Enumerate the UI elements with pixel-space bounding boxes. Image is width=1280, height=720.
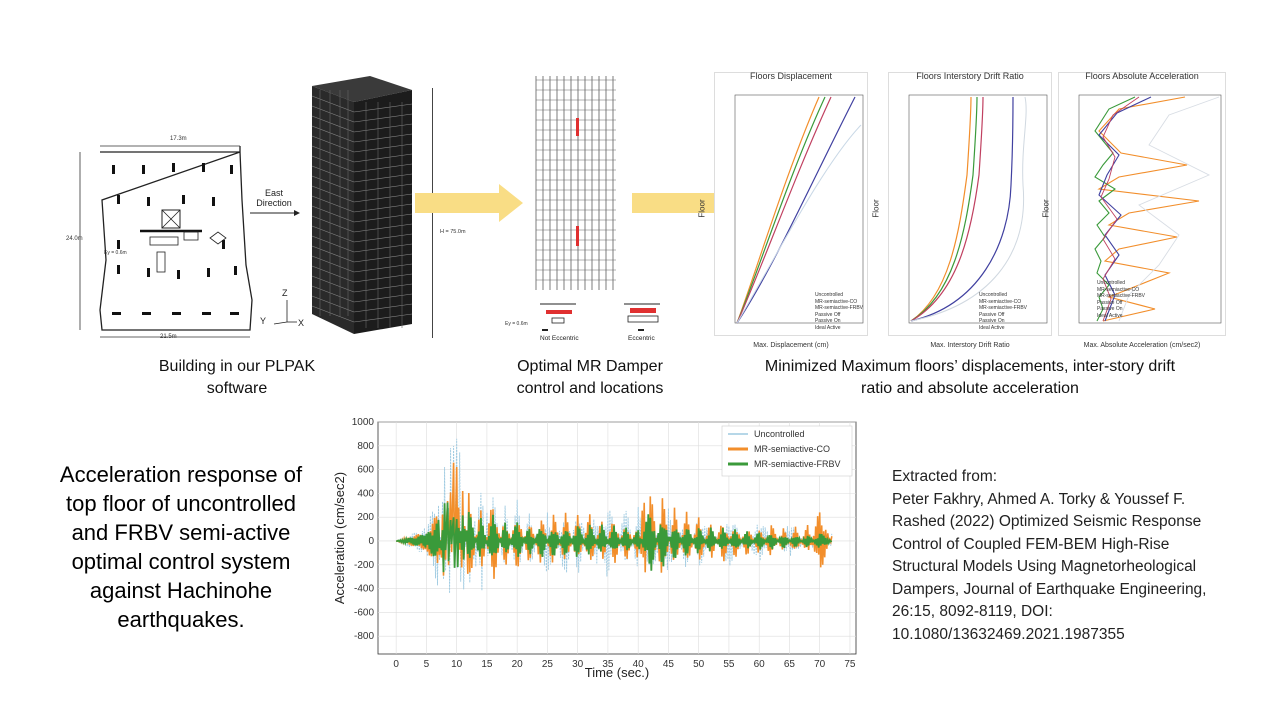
y-tick-label: 0 [368,536,374,547]
mini-chart-title: Floors Absolute Acceleration [1085,71,1199,81]
y-tick-label: -600 [354,607,374,618]
chart-legend: Uncontrolled MR-semiactive-CO MR-semiact… [721,425,853,477]
citation-line: Dampers, Journal of Earthquake Engineeri… [892,580,1207,598]
y-tick-label: -400 [354,584,374,595]
plan-top-dimension: 17.3m [170,136,187,142]
y-tick-label: 1000 [352,417,375,428]
not-eccentric-label: Not Eccentric [540,335,579,342]
series-line-mr-semiactive-frbv [396,502,833,573]
series-line-mr-semiactive-co [396,462,833,579]
x-tick-label: 30 [572,659,584,670]
mini-chart-xlabel: Max. Absolute Acceleration (cm/sec2) [1083,342,1201,349]
displacement-plot [734,94,864,324]
chart-xlabel: Time (sec.) [585,665,650,680]
y-tick-label: -200 [354,560,374,571]
axis-z-label: Z [282,288,288,298]
mini-chart-ylabel: Floor [1041,199,1051,218]
eccentric-label: Eccentric [628,335,655,342]
x-tick-label: 0 [393,659,399,670]
plan-eccentricity-label: Ey = 0.6m [104,250,127,256]
x-tick-label: 55 [723,659,735,670]
x-tick-label: 20 [512,659,524,670]
tower-height-label: H = 75.0m [440,229,466,235]
mini-chart-displacement: Floors Displacement Floor Max. Displacem… [698,71,868,349]
citation-line: 10.1080/13632469.2021.1987355 [892,625,1125,643]
mini-chart-ylabel: Floor [871,199,881,218]
mini-chart-drift: Floors Interstory Drift Ratio Floor Max.… [872,71,1052,349]
plan-left-dimension: 24.0m [66,236,83,242]
x-tick-label: 40 [633,659,645,670]
x-tick-label: 70 [814,659,826,670]
damper-detail-eccentric [624,303,660,331]
building-plan-drawing [79,145,300,338]
x-tick-label: 65 [784,659,796,670]
mini-chart-title: Floors Interstory Drift Ratio [916,71,1024,81]
acceleration-plot [1078,94,1222,324]
mini-chart-legend: Uncontrolled MR-semiactive-CO MR-semiactiv… [1096,280,1145,319]
arrow-right-icon [415,184,523,222]
acceleration-time-history-chart: 0 5 10 15 20 25 30 35 40 45 50 55 60 65 70 75 1000 800 600… [332,417,857,680]
damper-frame-drawing [535,76,616,290]
chart-ylabel: Acceleration (cm/sec2) [332,472,347,604]
x-tick-label: 10 [451,659,463,670]
caption-building: Building in our PLPAK software [158,358,316,397]
citation-block: Extracted from: Peter Fakhry, Ahmed A. T… [892,466,1252,646]
mini-chart-title: Floors Displacement [749,71,833,81]
mini-chart-ylabel: Floor [697,199,707,218]
y-tick-label: 200 [357,512,374,523]
x-tick-label: 50 [693,659,705,670]
x-tick-label: 75 [844,659,856,670]
axis-x-label: X [298,318,305,328]
tower-3d-model [311,76,413,334]
plan-bottom-dimension: 21.5m [160,334,177,340]
x-tick-label: 25 [542,659,554,670]
citation-line: Structural Models Using Magnetorheologic… [892,558,1197,575]
citation-line: 26:15, 8092-8119, DOI: [892,603,1053,620]
legend-entry: Uncontrolled [754,429,805,439]
caption-minimized: Minimized Maximum floors’ displacements,… [764,358,1176,397]
citation-line: Rashed (2022) Optimized Seismic Response [892,513,1202,530]
x-tick-label: 60 [754,659,766,670]
drift-plot [908,94,1048,324]
y-tick-label: 800 [357,441,374,452]
y-tick-label: 600 [357,465,374,476]
x-tick-label: 35 [602,659,614,670]
mini-chart-acceleration: Floors Absolute Acceleration Floor Max. … [1042,71,1226,349]
mini-chart-legend: Uncontrolled MR-semiactive-CO MR-semiactiv… [814,292,863,331]
legend-entry: MR-semiactive-FRBV [754,459,841,469]
damper-detail-not-eccentric [540,303,576,331]
mini-chart-xlabel: Max. Interstory Drift Ratio [930,342,1010,349]
x-tick-label: 5 [424,659,430,670]
caption-damper: Optimal MR Damper control and locations [516,358,664,397]
axis-y-label: Y [260,316,267,326]
acceleration-response-heading: Acceleration response of top floor of un… [59,462,303,632]
mini-chart-legend: Uncontrolled MR-semiactive-CO MR-semiactiv… [978,292,1027,331]
x-tick-label: 15 [481,659,493,670]
citation-line: Peter Fakhry, Ahmed A. Torky & Youssef F… [892,490,1186,508]
y-tick-label: -800 [354,631,374,642]
citation-lead: Extracted from: [892,468,998,485]
citation-line: Control of Coupled FEM-BEM High-Rise [892,535,1170,553]
y-tick-label: 400 [357,488,374,499]
legend-entry: MR-semiactive-CO [754,444,830,454]
plan-direction-label: East Direction [256,188,292,208]
mini-chart-xlabel: Max. Displacement (cm) [753,342,829,349]
damper-eccentricity-label: Ey = 0.6m [505,321,528,327]
x-tick-label: 45 [663,659,675,670]
